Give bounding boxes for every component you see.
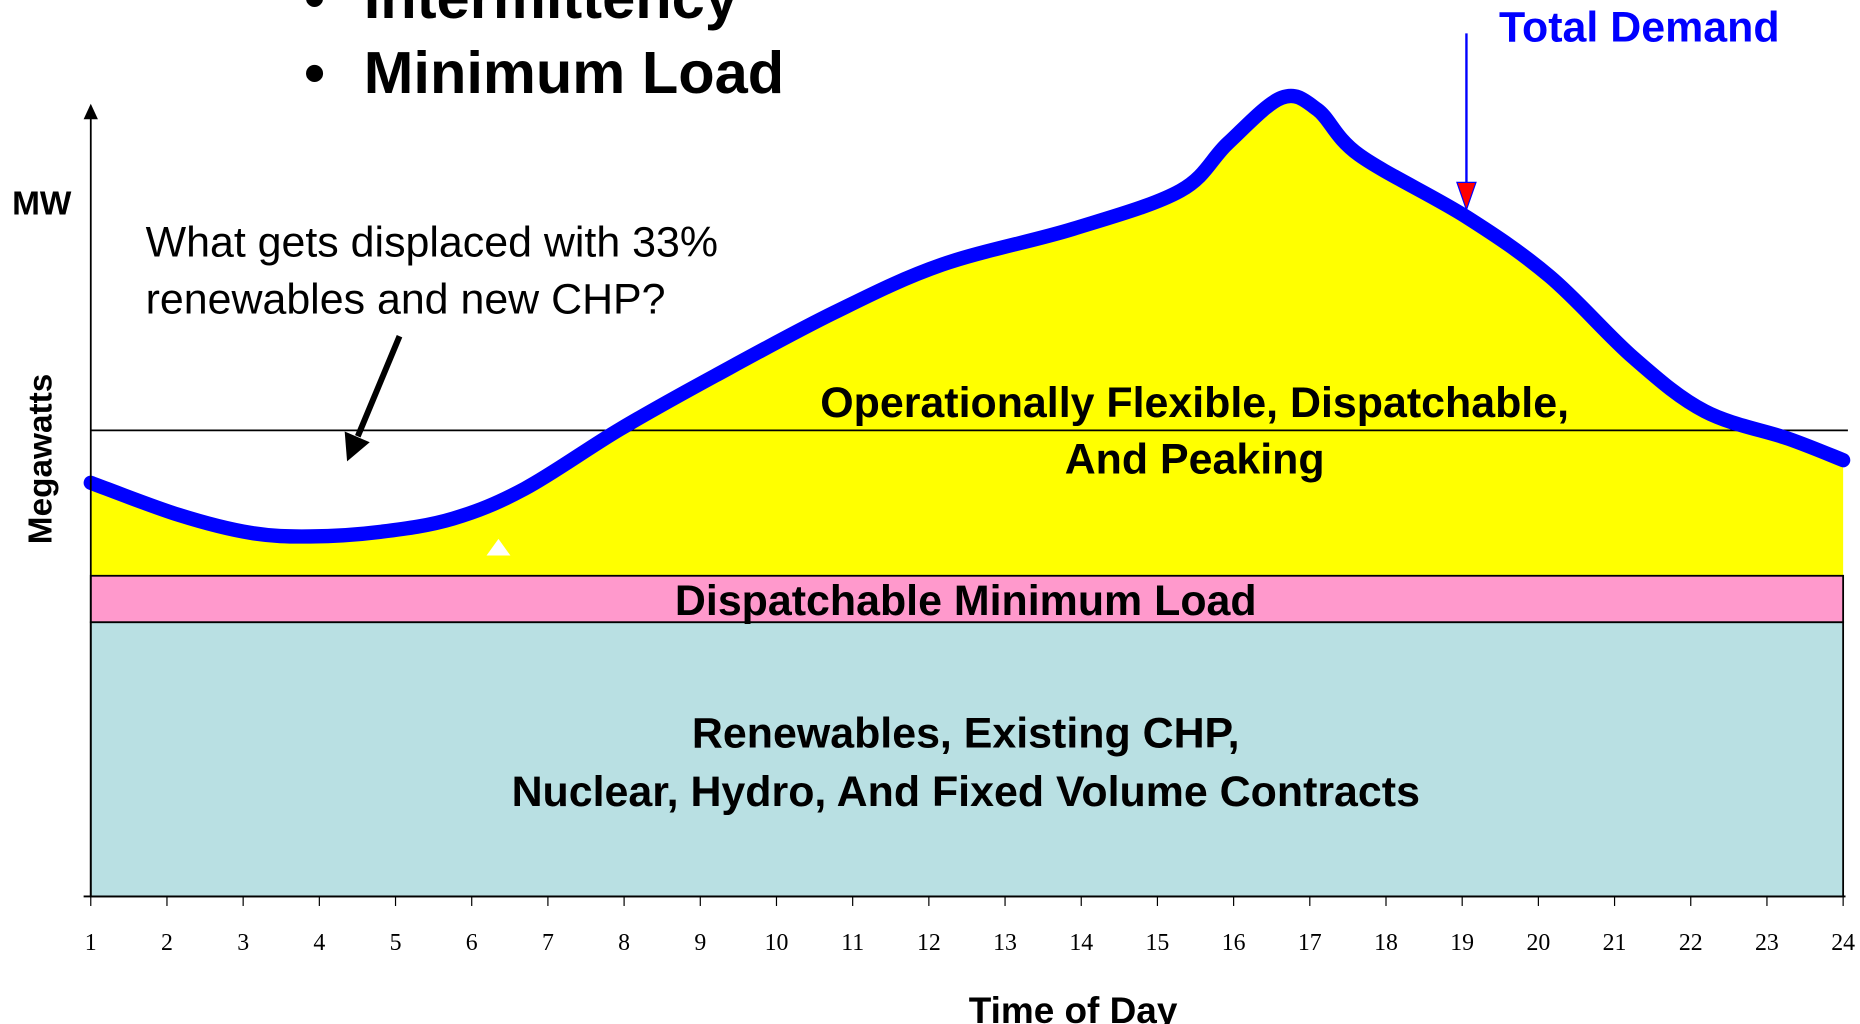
base-band — [89, 621, 1845, 898]
question: What gets displaced with 33% — [146, 218, 718, 266]
arrow-head — [344, 431, 370, 462]
x-tick-label: 18 — [1374, 930, 1398, 956]
bullet: • — [304, 39, 325, 106]
bullet-text: Intermittency — [364, 0, 738, 31]
x-ticks: 1 2 3 4 5 6 7 8 9 10 11 12 13 14 15 16 17 18 19 20 21 22 23 24 — [85, 896, 1855, 956]
x-tick-label: 20 — [1526, 930, 1550, 956]
x-tick-label: 9 — [694, 930, 706, 956]
x-tick-label: 21 — [1603, 930, 1627, 956]
x-tick-label: 6 — [466, 930, 478, 956]
x-tick-label: 22 — [1679, 930, 1703, 956]
x-tick-label: 5 — [390, 930, 402, 956]
x-tick-label: 12 — [917, 930, 941, 956]
bullet-text: Minimum Load — [364, 39, 784, 106]
x-tick-label: 4 — [313, 930, 325, 956]
x-tick-label: 11 — [841, 930, 864, 956]
bullet: • — [304, 0, 325, 31]
x-tick-label: 2 — [161, 930, 173, 956]
curve-label: Total Demand — [1499, 4, 1780, 52]
x-tick-label: 15 — [1146, 930, 1170, 956]
arrow-head — [1456, 181, 1477, 212]
x-tick-label: 13 — [993, 930, 1017, 956]
x-tick-label: 16 — [1222, 930, 1246, 956]
demand-curve — [83, 88, 1851, 544]
band-label: And Peaking — [1065, 435, 1325, 483]
band-label: Dispatchable Minimum Load — [675, 577, 1257, 625]
x-tick-label: 14 — [1069, 930, 1093, 956]
flexible-band — [90, 95, 1844, 576]
x-tick-label: 10 — [765, 930, 789, 956]
x-tick-label: 23 — [1755, 930, 1779, 956]
x-tick-label: 24 — [1831, 930, 1855, 956]
x-tick-label: 1 — [85, 930, 97, 956]
x-tick-label: 3 — [237, 930, 249, 956]
y-axis-arrow — [83, 103, 98, 120]
marker — [486, 538, 511, 556]
x-tick-label: 19 — [1450, 930, 1474, 956]
band-label: Nuclear, Hydro, And Fixed Volume Contrac… — [512, 768, 1420, 816]
band-label: Operationally Flexible, Dispatchable, — [820, 379, 1569, 427]
question-arrow — [355, 335, 403, 438]
minimum-band — [89, 574, 1845, 624]
question: renewables and new CHP? — [146, 276, 666, 324]
y-axis-label: Megawatts — [22, 374, 59, 545]
x-tick-label: 8 — [618, 930, 630, 956]
y-short-label: MW — [12, 186, 72, 223]
x-tick-label: 7 — [542, 930, 554, 956]
band-label: Renewables, Existing CHP, — [692, 709, 1240, 757]
x-tick-label: 17 — [1298, 930, 1322, 956]
x-axis-label: Time of Day — [969, 990, 1178, 1024]
